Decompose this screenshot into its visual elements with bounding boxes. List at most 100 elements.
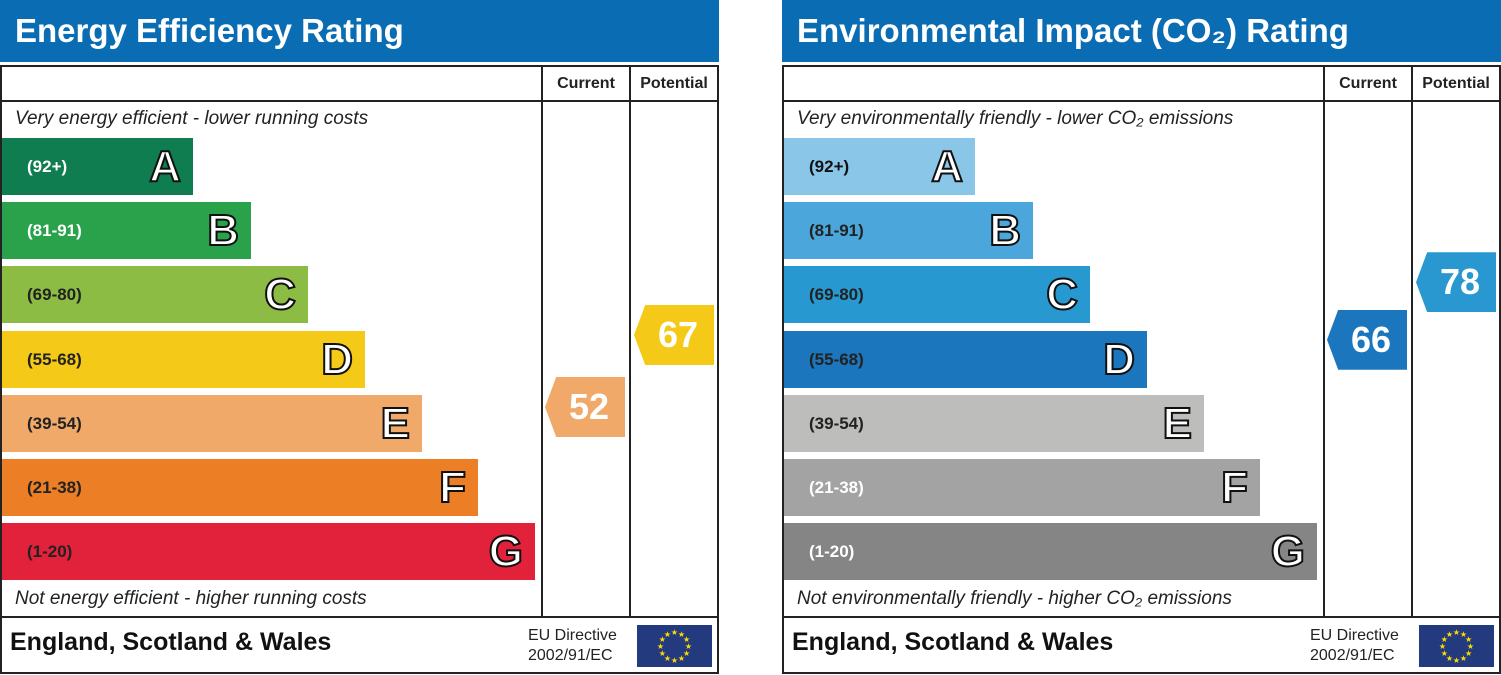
band-letter: B — [988, 205, 1022, 256]
chart-title: Environmental Impact (CO₂) Rating — [782, 0, 1501, 62]
band-range: (92+) — [809, 157, 850, 176]
eu-flag-icon: ★ ★ ★ ★ ★ ★ ★ ★ ★ ★ ★ ★ — [637, 625, 712, 667]
column-header-current: Current — [1339, 75, 1397, 92]
band-letter: G — [1270, 526, 1306, 577]
column-divider — [1323, 65, 1325, 618]
rating-band-f: (21-38) F — [2, 459, 478, 516]
rating-band-d: (55-68) D — [2, 331, 365, 388]
eu-directive-line1: EU Directive — [528, 627, 617, 644]
column-header-potential: Potential — [640, 75, 708, 92]
svg-text:★: ★ — [1453, 628, 1460, 637]
rating-band-a: (92+) A — [2, 138, 193, 195]
band-range: (55-68) — [809, 350, 864, 369]
band-range: (69-80) — [27, 285, 82, 304]
svg-text:★: ★ — [1465, 635, 1472, 644]
rating-band-c: (69-80) C — [784, 266, 1090, 323]
band-letter: D — [1102, 334, 1136, 385]
svg-text:★: ★ — [1446, 654, 1453, 663]
band-range: (55-68) — [27, 350, 82, 369]
band-range: (81-91) — [27, 221, 82, 240]
svg-text:★: ★ — [1460, 630, 1467, 639]
rating-band-g: (1-20) G — [784, 523, 1317, 580]
band-letter: D — [320, 334, 354, 385]
svg-text:★: ★ — [659, 649, 666, 658]
environmental-impact-panel: Environmental Impact (CO₂) Rating Current… — [782, 0, 1501, 675]
svg-text:★: ★ — [1441, 635, 1448, 644]
svg-text:★: ★ — [685, 642, 692, 651]
column-header-potential: Potential — [1422, 75, 1490, 92]
header-divider — [0, 100, 719, 102]
band-letter: E — [1162, 398, 1193, 449]
current-rating-arrow: 52 — [545, 377, 625, 437]
svg-text:★: ★ — [1467, 642, 1474, 651]
svg-text:★: ★ — [1460, 654, 1467, 663]
column-divider — [1411, 65, 1413, 618]
svg-text:★: ★ — [657, 642, 664, 651]
band-range: (69-80) — [809, 285, 864, 304]
band-range: (81-91) — [809, 221, 864, 240]
column-divider — [541, 65, 543, 618]
rating-band-d: (55-68) D — [784, 331, 1147, 388]
band-range: (39-54) — [27, 414, 82, 433]
rating-band-a: (92+) A — [784, 138, 975, 195]
svg-text:★: ★ — [678, 654, 685, 663]
footer-divider — [782, 616, 1501, 618]
eu-directive: EU Directive 2002/91/EC — [1310, 626, 1399, 666]
band-letter: E — [380, 398, 411, 449]
svg-text:★: ★ — [664, 630, 671, 639]
current-rating-arrow: 66 — [1327, 309, 1407, 370]
rating-band-g: (1-20) G — [2, 523, 535, 580]
band-range: (1-20) — [27, 542, 73, 561]
header-divider — [782, 100, 1501, 102]
svg-text:★: ★ — [683, 635, 690, 644]
svg-text:★: ★ — [671, 656, 678, 665]
eu-flag-icon: ★ ★ ★ ★ ★ ★ ★ ★ ★ ★ ★ ★ — [1419, 625, 1494, 667]
potential-rating-arrow: 67 — [634, 305, 714, 365]
chart-title: Energy Efficiency Rating — [0, 0, 719, 62]
bottom-note: Not environmentally friendly - higher CO… — [797, 588, 1232, 609]
svg-text:★: ★ — [1446, 630, 1453, 639]
rating-band-b: (81-91) B — [2, 202, 251, 259]
svg-text:★: ★ — [671, 628, 678, 637]
rating-band-e: (39-54) E — [2, 395, 422, 452]
rating-band-e: (39-54) E — [784, 395, 1204, 452]
country-label: England, Scotland & Wales — [10, 628, 332, 656]
chart-frame — [0, 65, 719, 674]
rating-band-f: (21-38) F — [784, 459, 1260, 516]
eu-directive: EU Directive 2002/91/EC — [528, 626, 617, 666]
band-letter: A — [148, 141, 182, 192]
band-range: (21-38) — [27, 478, 82, 497]
svg-text:★: ★ — [659, 635, 666, 644]
top-note: Very energy efficient - lower running co… — [15, 108, 369, 129]
svg-text:★: ★ — [1439, 642, 1446, 651]
svg-text:★: ★ — [678, 630, 685, 639]
rating-band-b: (81-91) B — [784, 202, 1033, 259]
band-letter: B — [206, 205, 240, 256]
energy-efficiency-panel: Energy Efficiency Rating Current Potential… — [0, 0, 719, 675]
band-letter: A — [930, 141, 964, 192]
band-range: (39-54) — [809, 414, 864, 433]
potential-rating-arrow: 78 — [1416, 252, 1496, 313]
column-header-current: Current — [557, 75, 615, 92]
footer-divider — [0, 616, 719, 618]
chart-frame — [782, 65, 1501, 674]
svg-text:★: ★ — [683, 649, 690, 658]
eu-directive-line1: EU Directive — [1310, 627, 1399, 644]
eu-directive-line2: 2002/91/EC — [1310, 647, 1395, 664]
svg-text:★: ★ — [1465, 649, 1472, 658]
top-note: Very environmentally friendly - lower CO… — [797, 108, 1234, 129]
band-range: (92+) — [27, 157, 68, 176]
bottom-note: Not energy efficient - higher running co… — [15, 588, 367, 609]
eu-directive-line2: 2002/91/EC — [528, 647, 613, 664]
column-divider — [629, 65, 631, 618]
band-letter: C — [1045, 269, 1079, 320]
rating-band-c: (69-80) C — [2, 266, 308, 323]
band-letter: F — [438, 462, 467, 513]
country-label: England, Scotland & Wales — [792, 628, 1114, 656]
svg-text:★: ★ — [1441, 649, 1448, 658]
band-letter: C — [263, 269, 297, 320]
band-range: (21-38) — [809, 478, 864, 497]
svg-text:★: ★ — [1453, 656, 1460, 665]
svg-text:★: ★ — [664, 654, 671, 663]
band-letter: F — [1220, 462, 1249, 513]
